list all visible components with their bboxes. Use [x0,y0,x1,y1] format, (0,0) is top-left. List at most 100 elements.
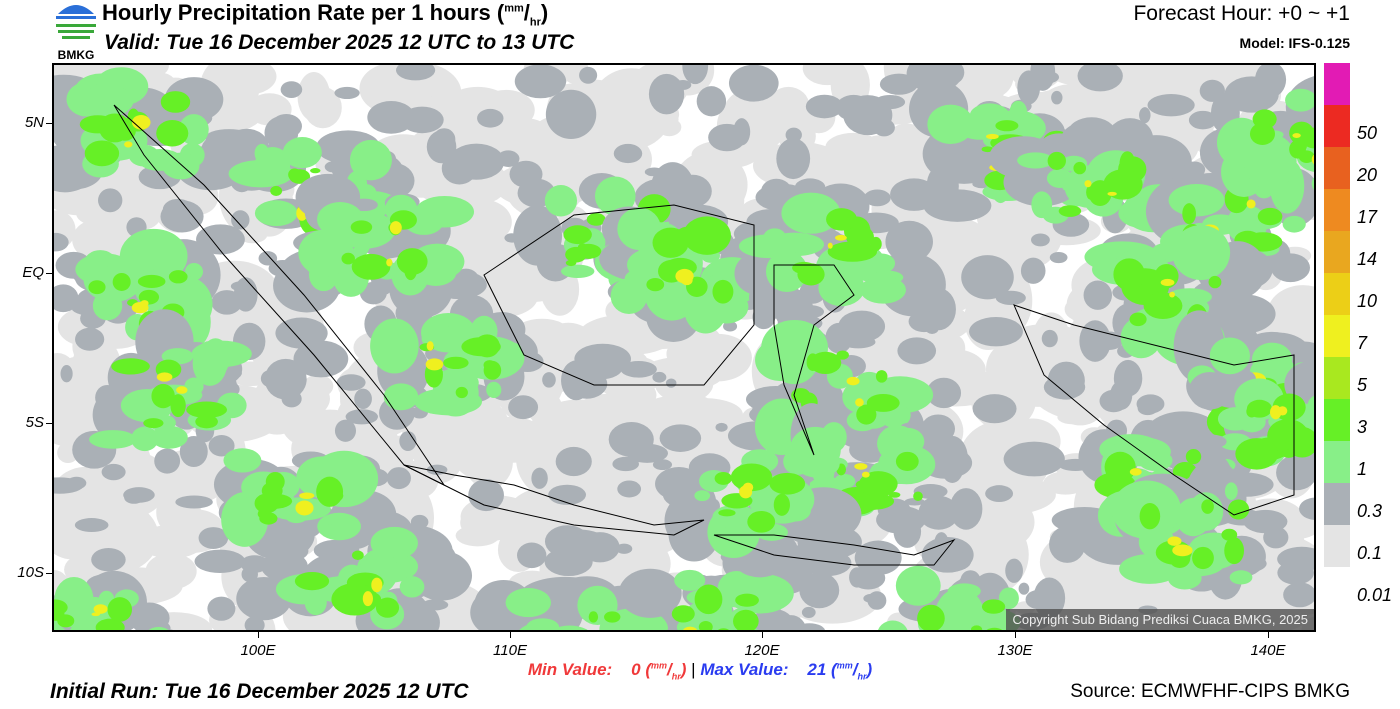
rain-cell [1129,468,1142,476]
rain-cell [1119,151,1136,177]
rain-cell [617,207,662,250]
rain-cell [826,208,857,231]
rain-cell [718,509,736,517]
rain-cell [1171,225,1231,281]
rain-cell [542,582,587,614]
rain-cell [666,628,678,630]
title-text: Hourly Precipitation Rate per 1 hours ( [102,0,505,25]
rain-cell [91,612,101,617]
map-title: Hourly Precipitation Rate per 1 hours (m… [102,0,549,29]
data-source: Source: ECMWFHF-CIPS BMKG [1070,681,1350,702]
legend-swatch [1324,105,1350,147]
rain-cell [98,113,131,143]
rain-cell [505,587,552,618]
rain-cell [949,488,983,530]
precipitation-map[interactable] [52,63,1316,632]
rain-cell [565,246,587,263]
rain-cell [310,168,321,174]
rain-cell [671,605,695,623]
rain-cell [846,376,860,386]
rain-cell [517,542,547,569]
rain-cell [561,264,595,279]
lon-label: 100E [240,642,276,659]
rain-cell [231,210,250,230]
lon-tick [1268,632,1269,638]
rain-cell [156,372,173,382]
rain-cell [564,452,575,463]
rain-cell [389,221,402,235]
rain-cell [613,143,643,164]
rain-cell [927,104,974,144]
rain-cell [131,115,151,130]
rain-cell [151,383,175,409]
rain-cell [399,576,425,598]
rain-cell [594,176,636,216]
rain-cell [838,594,865,617]
lat-label: 5S [25,414,44,431]
legend-label: 10 [1357,291,1378,311]
rain-cell [138,148,183,171]
rain-cell [674,80,692,90]
rain-cell [156,120,189,147]
rain-cell [1017,152,1054,169]
rain-cell [1277,406,1288,416]
rain-cell [785,127,802,143]
rain-cell [868,253,896,274]
rain-cell [1224,537,1245,565]
rain-cell [432,369,479,417]
rain-cell [257,509,267,519]
rain-cell [176,386,188,394]
rain-cell [1227,499,1250,520]
rain-cell [131,301,149,314]
min-value: Min Value: 0 (mm/hr) [527,660,687,682]
rain-cell [1104,451,1136,483]
rain-cell [380,605,393,616]
rain-cell [860,276,906,304]
rain-cell [588,611,599,623]
rain-cell [1031,191,1053,219]
rain-cell [233,277,258,312]
rain-cell [1311,154,1314,165]
rain-cell [98,188,123,213]
rain-cell [1143,292,1183,319]
rain-cell [586,212,606,226]
title-unit-den: hr [529,16,541,29]
rain-cell [985,485,1014,502]
rain-cell [228,160,294,188]
rain-cell [545,89,597,140]
rain-cell [363,158,384,174]
rain-cell [168,270,188,284]
rain-cell [1286,426,1314,458]
rain-cell [1299,127,1314,149]
rain-cell [897,337,937,365]
legend-swatch [1324,231,1350,273]
rain-cell [352,550,364,560]
legend-swatch [1324,315,1350,357]
rain-cell [1043,471,1088,495]
rain-cell [674,569,706,591]
rain-cell [649,112,679,127]
rain-cell [859,471,898,497]
rain-cell [835,94,872,121]
rain-cell [439,86,517,141]
legend-swatch [1324,147,1350,189]
rain-cell [1018,582,1030,595]
rain-cell [921,499,945,524]
rain-cell [1058,205,1082,217]
rain-cell [124,141,133,148]
rain-cell [626,443,669,463]
rain-cell [410,243,465,280]
rain-cell [1062,182,1082,193]
rain-cell [86,574,123,595]
rain-cell [972,394,1017,424]
lat-tick [46,573,52,574]
rain-cell [91,548,126,572]
rain-cell [154,448,181,474]
lat-tick [46,423,52,424]
rain-cell [934,532,949,553]
coastline [483,204,755,386]
rain-cell [981,599,1006,614]
legend-label: 20 [1357,165,1378,185]
rain-cell [877,620,908,630]
rain-cell [616,379,657,410]
